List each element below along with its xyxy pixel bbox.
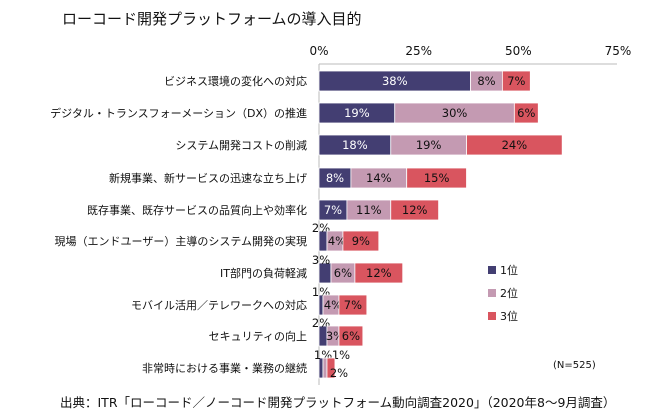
legend-swatch — [488, 266, 496, 274]
data-label: 4% — [328, 234, 346, 248]
category-label: モバイル活用／テレワークへの対応 — [131, 298, 307, 312]
bar-segment-3位 — [354, 262, 404, 284]
x-tick-label: 75% — [605, 44, 632, 58]
category-label: 現場（エンドユーザー）主導のシステム開発の実現 — [55, 234, 307, 248]
data-label: 8% — [477, 74, 495, 88]
source-caption: 出典：ITR「ローコード／ノーコード開発プラットフォーム動向調査2020」（20… — [60, 395, 616, 410]
data-label: 14% — [366, 171, 392, 185]
data-label: 3% — [312, 253, 330, 267]
sample-size-note: (N=525) — [553, 360, 596, 371]
data-label: 7% — [344, 298, 362, 312]
category-label: 新規事業、新サービスの迅速な立ち上げ — [109, 171, 307, 185]
category-label: 既存事業、既存サービスの品質向上や効率化 — [87, 203, 307, 217]
bar-segment-3位 — [390, 199, 440, 221]
bar-segment-3位 — [501, 70, 531, 92]
data-label: 1% — [332, 348, 350, 362]
category-label: セキュリティの向上 — [209, 329, 307, 343]
bar-segment-3位 — [338, 325, 364, 347]
data-label: 15% — [424, 171, 450, 185]
bar-segment-3位 — [513, 102, 539, 124]
legend-label: 3位 — [500, 309, 518, 323]
bar-segment-3位 — [466, 134, 563, 156]
bar-segment-3位 — [342, 230, 380, 252]
data-label: 6% — [517, 106, 535, 120]
data-label: 19% — [344, 106, 370, 120]
legend-swatch — [488, 289, 496, 297]
data-label: 18% — [342, 138, 368, 152]
category-label: IT部門の負荷軽減 — [220, 266, 307, 280]
data-label: 6% — [334, 266, 352, 280]
bar-segment-3位 — [338, 294, 368, 316]
data-label: 2% — [312, 316, 330, 330]
data-label: 9% — [352, 234, 370, 248]
bar-segment-2位 — [322, 357, 328, 379]
data-label: 24% — [502, 138, 528, 152]
data-label: 6% — [342, 329, 360, 343]
data-label: 12% — [366, 266, 392, 280]
category-label: システム開発コストの削減 — [175, 138, 307, 152]
data-label: 2% — [312, 221, 330, 235]
x-tick-label: 0% — [309, 44, 328, 58]
data-label: 4% — [324, 298, 342, 312]
data-label: 30% — [442, 106, 468, 120]
legend-label: 1位 — [500, 263, 518, 277]
legend-label: 2位 — [500, 286, 518, 300]
x-tick-label: 50% — [505, 44, 532, 58]
data-label: 8% — [326, 171, 344, 185]
data-label: 12% — [402, 203, 428, 217]
data-label: 11% — [356, 203, 382, 217]
x-tick-label: 25% — [405, 44, 432, 58]
legend-swatch — [488, 312, 496, 320]
chart-title: ローコード開発プラットフォームの導入目的 — [62, 10, 362, 28]
category-label: デジタル・トランスフォーメーション（DX）の推進 — [50, 106, 307, 120]
data-label: 2% — [330, 366, 348, 380]
data-label: 19% — [416, 138, 442, 152]
data-label: 7% — [324, 203, 342, 217]
data-label: 7% — [507, 74, 525, 88]
bar-segment-3位 — [326, 357, 336, 379]
category-label: 非常時における事業・業務の継続 — [142, 361, 307, 375]
data-label: 38% — [382, 74, 408, 88]
category-label: ビジネス環境の変化への対応 — [164, 74, 307, 88]
bar-segment-3位 — [406, 167, 467, 189]
